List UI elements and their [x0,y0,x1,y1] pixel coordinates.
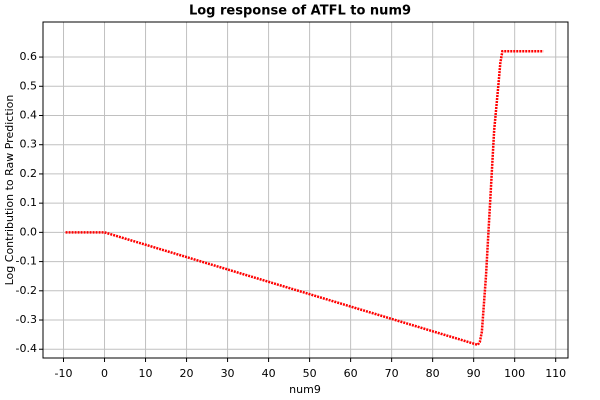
y-tick-label: 0.2 [20,167,38,180]
x-tick-label: 20 [180,367,194,380]
plot-frame [42,21,569,359]
y-axis-label: Log Contribution to Raw Prediction [3,95,16,286]
x-tick-label: -10 [55,367,73,380]
y-tick-label: -0.1 [16,255,37,268]
y-tick-label: 0.6 [20,50,38,63]
x-axis-label: num9 [289,383,321,396]
y-tick-label: -0.3 [16,313,37,326]
y-tick-label: 0.5 [20,79,38,92]
x-tick-label: 110 [545,367,566,380]
x-tick-label: 80 [426,367,440,380]
chart-title: Log response of ATFL to num9 [189,4,411,19]
x-tick-label: 0 [101,367,108,380]
x-tick-label: 40 [262,367,276,380]
y-tick-label: 0.0 [20,225,38,238]
y-tick-label: -0.2 [16,284,37,297]
y-tick-label: 0.4 [20,108,38,121]
x-tick-label: 100 [504,367,525,380]
x-tick-label: 30 [221,367,235,380]
x-tick-label: 10 [139,367,153,380]
y-tick-label: -0.4 [16,342,37,355]
x-tick-label: 60 [344,367,358,380]
x-tick-label: 70 [385,367,399,380]
x-tick-label: 90 [467,367,481,380]
data-line [65,49,544,347]
x-tick-label: 50 [303,367,317,380]
y-tick-label: 0.3 [20,138,38,151]
y-tick-label: 0.1 [20,196,38,209]
